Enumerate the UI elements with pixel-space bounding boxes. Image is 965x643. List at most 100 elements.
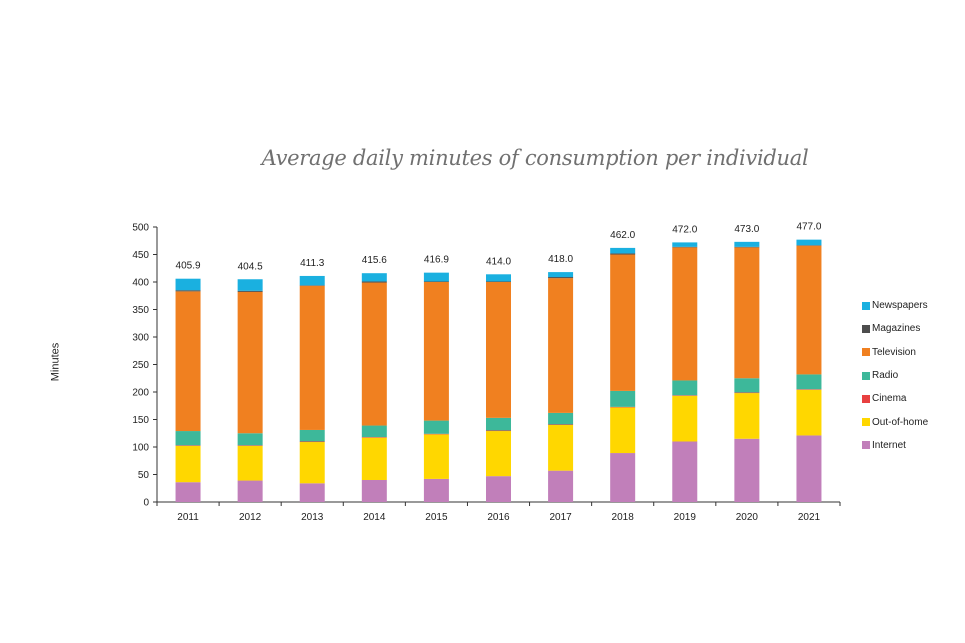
bar-segment-newspapers-2021: [796, 239, 822, 246]
legend-item: Out-of-home: [862, 410, 928, 433]
bar-segment-newspapers-2015: [423, 272, 449, 282]
bar-segment-television-2014: [361, 282, 387, 426]
bar-segment-internet-2013: [299, 483, 325, 502]
bar-segment-magazines-2018: [610, 253, 636, 255]
bar-segment-internet-2018: [610, 453, 636, 502]
bar-segment-out-of-home-2014: [361, 437, 387, 480]
bar-total-label: 414.0: [486, 256, 511, 267]
x-tick-label: 2014: [363, 512, 386, 523]
y-tick-label: 350: [132, 305, 149, 316]
bar-segment-cinema-2020: [734, 392, 760, 394]
x-tick-label: 2020: [736, 512, 759, 523]
y-tick-label: 50: [138, 470, 150, 481]
bar-segment-television-2021: [796, 245, 822, 375]
bar-segment-internet-2020: [734, 438, 760, 502]
legend-item: Newspapers: [862, 294, 928, 317]
bar-total-label: 416.9: [424, 255, 449, 266]
legend-label: Magazines: [872, 323, 921, 335]
legend-item: Magazines: [862, 317, 928, 340]
y-tick-label: 200: [132, 388, 149, 399]
legend-label: Television: [872, 346, 916, 358]
bar-segment-internet-2019: [672, 441, 698, 502]
legend-label: Internet: [872, 439, 906, 451]
legend-label: Out-of-home: [872, 416, 929, 428]
bar-segment-cinema-2014: [361, 437, 387, 438]
bar-segment-television-2019: [672, 247, 698, 381]
bar-segment-out-of-home-2015: [423, 434, 449, 479]
y-tick-label: 500: [132, 223, 149, 234]
bar-segment-internet-2016: [486, 476, 511, 502]
x-tick-label: 2017: [549, 512, 572, 523]
x-tick-label: 2013: [301, 512, 324, 523]
bar-total-label: 473.0: [734, 224, 759, 235]
bar-segment-newspapers-2011: [175, 278, 201, 291]
x-tick-label: 2019: [674, 512, 697, 523]
bar-segment-out-of-home-2013: [299, 442, 325, 484]
bar-segment-newspapers-2017: [548, 272, 574, 278]
bar-segment-television-2016: [486, 282, 511, 418]
bar-segment-newspapers-2019: [672, 242, 698, 247]
bar-segment-television-2017: [548, 278, 574, 413]
legend-item: Radio: [862, 364, 928, 387]
bar-segment-newspapers-2018: [610, 247, 636, 254]
y-tick-label: 450: [132, 250, 149, 261]
bar-segment-radio-2016: [486, 417, 511, 431]
bar-segment-radio-2018: [610, 390, 636, 407]
bar-segment-cinema-2015: [423, 433, 449, 435]
bar-segment-newspapers-2020: [734, 241, 760, 247]
y-tick-label: 0: [143, 498, 149, 509]
bar-segment-cinema-2013: [299, 441, 325, 443]
legend-swatch: [862, 324, 870, 333]
bar-segment-newspapers-2016: [486, 274, 511, 282]
x-tick-label: 2011: [177, 512, 199, 523]
bar-segment-radio-2012: [237, 433, 263, 446]
bar-segment-internet-2021: [796, 435, 822, 502]
bar-segment-television-2020: [734, 247, 760, 379]
bar-segment-television-2011: [175, 291, 201, 432]
legend-swatch: [862, 441, 870, 450]
bar-segment-magazines-2021: [796, 245, 822, 246]
bar-segment-television-2018: [610, 254, 636, 391]
bar-segment-magazines-2017: [548, 277, 574, 279]
x-tick-label: 2012: [239, 512, 262, 523]
bar-segment-cinema-2017: [548, 424, 574, 425]
legend-item: Cinema: [862, 387, 928, 410]
bar-segment-out-of-home-2019: [672, 395, 698, 442]
bar-segment-newspapers-2014: [361, 273, 387, 282]
bar-segment-out-of-home-2012: [237, 445, 263, 481]
bar-segment-out-of-home-2016: [486, 431, 511, 477]
bar-total-label: 415.6: [362, 255, 387, 266]
bar-segment-internet-2014: [361, 480, 387, 502]
bar-segment-radio-2015: [423, 420, 449, 434]
bar-segment-cinema-2021: [796, 389, 822, 390]
bar-segment-cinema-2018: [610, 406, 636, 408]
x-tick-label: 2021: [798, 512, 821, 523]
chart-title: Average daily minutes of consumption per…: [261, 146, 809, 170]
bar-total-label: 418.0: [548, 254, 573, 265]
bar-segment-out-of-home-2021: [796, 389, 822, 436]
x-tick-label: 2016: [487, 512, 510, 523]
y-tick-label: 100: [132, 443, 149, 454]
bar-segment-radio-2014: [361, 425, 387, 438]
legend-label: Cinema: [872, 393, 907, 405]
bar-segment-magazines-2012: [237, 290, 263, 292]
bar-total-label: 472.0: [672, 224, 697, 235]
legend-swatch: [862, 394, 870, 403]
bar-segment-television-2013: [299, 285, 325, 430]
bar-segment-newspapers-2013: [299, 275, 325, 286]
chart-legend: Newspapers Magazines Television Radio Cinema…: [862, 294, 928, 457]
bar-total-label: 404.5: [238, 261, 263, 272]
bar-segment-magazines-2011: [175, 290, 201, 292]
legend-swatch: [862, 301, 870, 310]
legend-swatch: [862, 371, 870, 380]
bar-total-label: 462.0: [610, 230, 635, 241]
legend-swatch: [862, 418, 870, 427]
y-tick-label: 250: [132, 360, 149, 371]
x-tick-label: 2015: [425, 512, 448, 523]
bar-total-label: 477.0: [796, 222, 821, 233]
y-tick-label: 400: [132, 278, 149, 289]
bar-segment-cinema-2012: [237, 445, 263, 446]
bar-segment-radio-2021: [796, 374, 822, 390]
bar-segment-out-of-home-2020: [734, 393, 760, 439]
legend-label: Radio: [872, 370, 899, 382]
